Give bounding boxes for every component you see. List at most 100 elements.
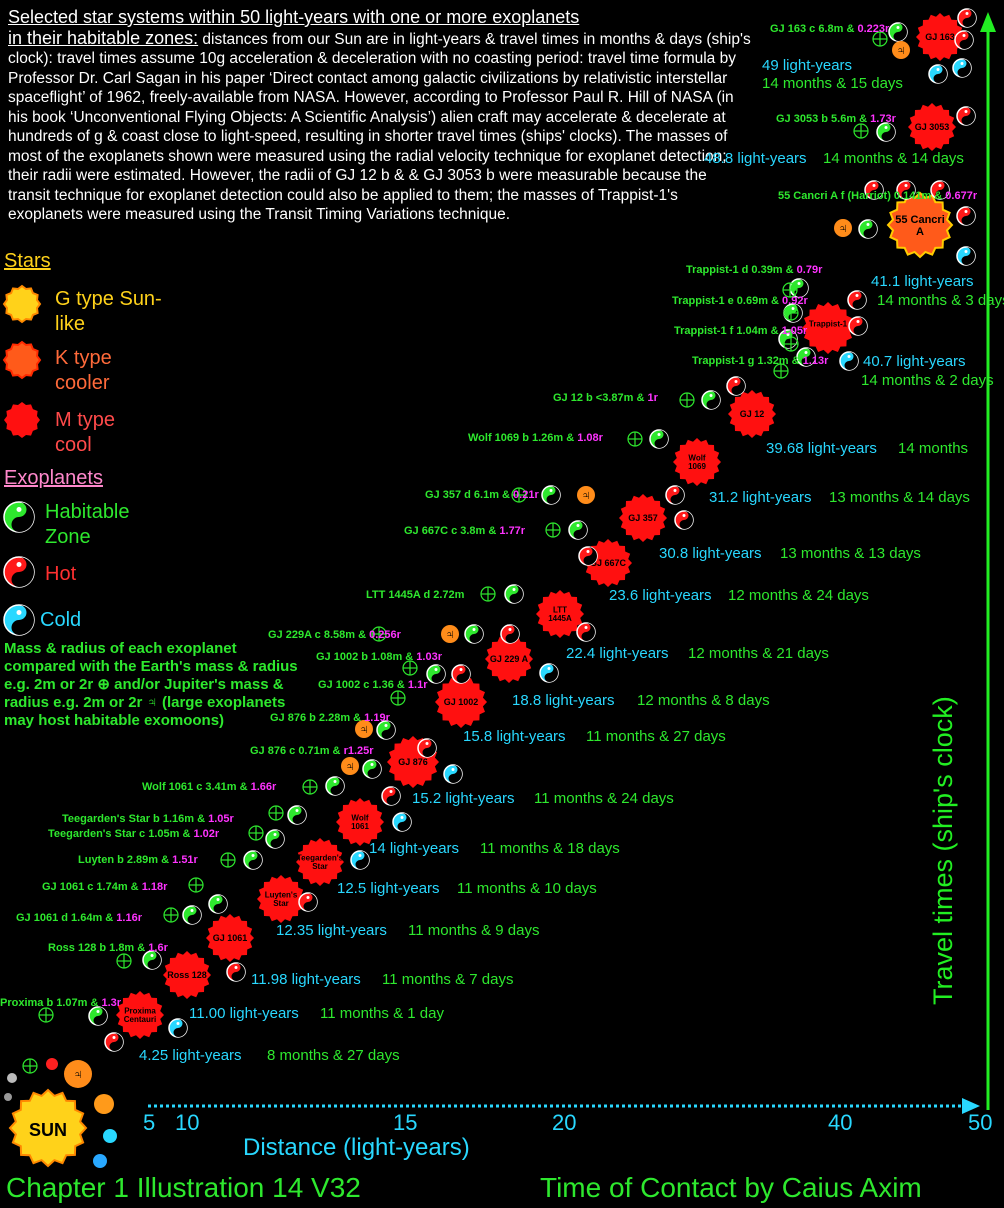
exoplanet-mass: GJ 229A c 8.58m & <box>268 629 370 641</box>
x-tick: 10 <box>175 1110 200 1135</box>
exoplanet-radius: 0.256r <box>369 629 401 641</box>
star-luyten-s-star <box>257 875 305 923</box>
y-axis-arrow-icon <box>980 12 996 32</box>
exoplanet-radius: 1.66r <box>250 781 277 793</box>
hot-planet-icon <box>956 106 976 126</box>
hot-legend-yinyang <box>3 556 35 588</box>
earth-symbol-icon <box>545 522 561 538</box>
exoplanet-label: Trappist-1 d 0.39m & 0.79r <box>686 263 822 277</box>
exoplanet-mass: Trappist-1 e 0.69m & <box>672 295 783 307</box>
habitable-planet-icon <box>504 584 524 604</box>
cold-planet-icon <box>928 64 948 84</box>
cold-planet-icon <box>839 351 859 371</box>
star-name-label: GJ 163 <box>925 32 955 42</box>
legend-k-type: K type cooler <box>55 347 112 394</box>
travel-time-label: 14 months & 3 days <box>877 292 1004 309</box>
travel-time-label: 12 months & 21 days <box>688 645 829 662</box>
svg-text:♃: ♃ <box>581 487 592 503</box>
exoplanet-label: GJ 357 d 6.1m & 0.21r <box>425 488 539 502</box>
star-name-label: 1445A <box>548 614 572 623</box>
star-ross-128 <box>163 951 211 999</box>
cold-planet-icon <box>3 604 35 636</box>
travel-time-label: 14 months & 2 days <box>861 372 994 389</box>
star-gj-3053 <box>908 103 956 151</box>
star-name-label: 1061 <box>351 822 369 831</box>
svg-text:♃: ♃ <box>838 220 849 236</box>
exoplanet-label: Wolf 1061 c 3.41m & 1.66r <box>142 780 276 794</box>
travel-time-label: 11 months & 9 days <box>408 922 540 939</box>
exoplanet-mass: GJ 1002 c 1.36 & <box>318 679 408 691</box>
exoplanet-mass: GJ 12 b <3.87m & <box>553 392 648 404</box>
intro-text: Selected star systems within 50 light-ye… <box>8 7 753 225</box>
saturn-icon <box>94 1094 114 1114</box>
distance-label: 49 light-years <box>762 57 853 74</box>
exoplanet-radius: 1.3r <box>101 997 122 1009</box>
habitable-legend-yinyang <box>3 501 35 533</box>
exoplanet-mass: GJ 667C c 3.8m & <box>404 525 500 537</box>
distance-label: 40.7 light-years <box>863 353 966 370</box>
y-axis-label-wrap: Travel times (ship's clock) <box>928 696 968 1015</box>
exoplanet-label: Proxima b 1.07m & 1.3r <box>0 996 121 1010</box>
hot-planet-icon <box>500 624 520 644</box>
footer-chapter: Chapter 1 Illustration 14 V32 <box>6 1172 361 1203</box>
exoplanet-mass: GJ 1002 b 1.08m & <box>316 651 417 663</box>
star-name-label: GJ 3053 <box>915 122 950 132</box>
star-name-label: Star <box>273 899 289 908</box>
travel-time-label: 11 months & 18 days <box>480 840 620 857</box>
legend-hot: Hot <box>45 563 77 585</box>
exoplanet-mass: GJ 163 c 6.8m & <box>770 23 858 35</box>
travel-time-label: 11 months & 1 day <box>320 1005 444 1022</box>
exoplanet-radius: 0.223r <box>857 23 890 35</box>
cold-planet-icon <box>350 850 370 870</box>
exoplanet-mass: Proxima b 1.07m & <box>0 997 102 1009</box>
exoplanet-mass: Trappist-1 d 0.39m & <box>686 264 797 276</box>
earth-symbol-icon <box>38 1007 54 1023</box>
distance-label: 14 light-years <box>369 840 460 857</box>
exoplanet-mass: 55 Cancri A f (Harriot) 0.141m & <box>778 190 946 202</box>
star-name-label: 1069 <box>688 462 706 471</box>
star-name-label: Wolf <box>688 453 706 462</box>
distance-label: 15.2 light-years <box>412 790 515 807</box>
distance-label: 39.68 light-years <box>766 440 877 457</box>
exoplanet-radius: 1.73r <box>870 113 896 125</box>
travel-time-label: 13 months & 14 days <box>829 489 970 506</box>
exoplanet-mass: GJ 876 b 2.28m & <box>270 712 365 724</box>
cold-planet-icon <box>168 1018 188 1038</box>
star-name-label: GJ 876 <box>398 757 428 767</box>
exoplanet-radius: 1.16r <box>116 912 142 924</box>
earth-symbol-icon <box>783 336 799 352</box>
habitable-planet-icon <box>701 390 721 410</box>
travel-time-label: 14 months <box>898 440 969 457</box>
hot-planet-icon <box>726 376 746 396</box>
exoplanet-mass: Wolf 1069 b 1.26m & <box>468 432 578 444</box>
exoplanet-radius: 1.03r <box>416 651 442 663</box>
footer-credit: Time of Contact by Caius Axim <box>540 1172 922 1203</box>
legend-exoplanets-heading: Exoplanets <box>4 467 103 489</box>
jupiter-symbol-icon: ♃ <box>834 219 852 237</box>
exoplanet-label: GJ 876 c 0.71m & r1.25r <box>250 744 374 758</box>
star-name-label: LTT <box>553 605 567 614</box>
distance-label: 11.00 light-years <box>189 1005 299 1022</box>
habitable-planet-icon <box>208 894 228 914</box>
habitable-planet-icon <box>265 829 285 849</box>
distance-label: 4.25 light-years <box>139 1047 242 1064</box>
mercury-icon <box>7 1073 17 1083</box>
x-tick: 5 <box>143 1110 156 1135</box>
cold-legend-yinyang <box>3 604 35 636</box>
earth-symbol-icon <box>627 431 643 447</box>
distance-label: 15.8 light-years <box>463 728 566 745</box>
sun-icon <box>8 1088 88 1168</box>
venus-icon <box>4 1093 12 1101</box>
exoplanet-radius: 1.18r <box>141 881 168 893</box>
x-tick: 50 <box>968 1110 993 1135</box>
exoplanet-mass: GJ 357 d 6.1m & <box>425 489 514 501</box>
travel-time-label: 11 months & 27 days <box>586 728 726 745</box>
svg-text:♃: ♃ <box>345 758 356 774</box>
earth-symbol-icon <box>188 877 204 893</box>
exoplanet-mass: GJ 876 c 0.71m & <box>250 745 344 757</box>
exoplanet-label: GJ 1061 d 1.64m & 1.16r <box>16 911 142 925</box>
intro-body: distances from our Sun are in light-year… <box>8 30 751 224</box>
exoplanet-label: Trappist-1 g 1.32m & 1.13r <box>692 354 828 368</box>
exoplanet-radius: 0.21r <box>513 489 539 501</box>
